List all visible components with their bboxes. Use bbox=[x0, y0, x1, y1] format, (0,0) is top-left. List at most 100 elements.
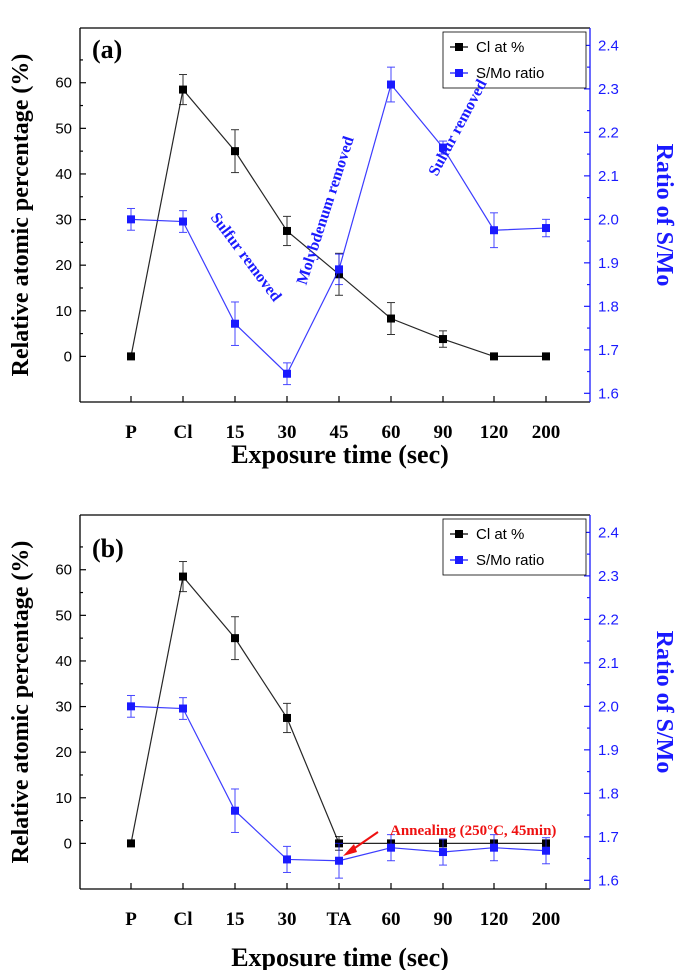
smo-point bbox=[490, 226, 498, 235]
y-tick-label: 30 bbox=[55, 212, 72, 229]
x-axis-title: Exposure time (sec) bbox=[231, 440, 449, 469]
x-tick-label: Cl bbox=[174, 909, 193, 930]
smo-point bbox=[231, 319, 239, 328]
y-tick-label: 20 bbox=[55, 257, 72, 274]
smo-point bbox=[127, 702, 135, 711]
cl-point bbox=[231, 147, 239, 156]
x-tick-label: 30 bbox=[278, 422, 297, 443]
x-tick-label: 60 bbox=[382, 909, 401, 930]
cl-point bbox=[387, 314, 395, 323]
cl-series-line bbox=[130, 575, 546, 844]
y-right-tick-label: 1.6 bbox=[598, 872, 619, 889]
legend-box bbox=[442, 518, 587, 576]
smo-point bbox=[542, 224, 550, 233]
y-right-tick-label: 2.3 bbox=[598, 568, 619, 585]
y-right-tick-label: 1.7 bbox=[598, 829, 619, 846]
y-axis-title: Relative atomic percentage (%) bbox=[8, 54, 34, 377]
y-tick-label: 20 bbox=[55, 744, 72, 761]
smo-point bbox=[179, 217, 187, 226]
y-right-tick-label: 2.0 bbox=[598, 211, 619, 228]
smo-point bbox=[439, 143, 447, 152]
y-right-tick-label: 1.6 bbox=[598, 385, 619, 402]
y-tick-label: 50 bbox=[55, 607, 72, 624]
cl-point bbox=[490, 352, 498, 361]
x-tick-label: 60 bbox=[382, 422, 401, 443]
y-right-tick-label: 2.4 bbox=[598, 37, 619, 54]
annotation-label: Sulfur removed bbox=[426, 77, 491, 179]
x-tick-label: Cl bbox=[174, 422, 193, 443]
y-axis-title: Relative atomic percentage (%) bbox=[8, 541, 34, 864]
smo-point bbox=[283, 855, 291, 864]
x-tick-label: 15 bbox=[226, 422, 245, 443]
y-right-tick-label: 1.9 bbox=[598, 742, 619, 759]
y-tick-label: 40 bbox=[55, 653, 72, 670]
y-tick-label: 60 bbox=[55, 75, 72, 92]
smo-point bbox=[231, 806, 239, 815]
cl-point bbox=[127, 839, 135, 848]
y-right-tick-label: 1.7 bbox=[598, 342, 619, 359]
y-right-tick-label: 2.2 bbox=[598, 124, 619, 141]
legend-marker bbox=[455, 556, 463, 564]
x-tick-label: 120 bbox=[480, 909, 509, 930]
x-tick-label: 200 bbox=[532, 422, 561, 443]
y-tick-label: 0 bbox=[64, 835, 72, 852]
smo-point bbox=[439, 848, 447, 857]
cl-point bbox=[231, 634, 239, 643]
smo-point bbox=[179, 704, 187, 713]
cl-point bbox=[179, 85, 187, 94]
y-tick-label: 0 bbox=[64, 348, 72, 365]
cl-point bbox=[283, 226, 291, 235]
legend: Cl at % S/Mo ratio bbox=[442, 31, 587, 89]
panel-a: 0 10 20 30 40 50 60 1.6 1.7 1.8 1.9 2.0 2.1 2.2 2.3 2.4… bbox=[8, 27, 675, 469]
legend-label: S/Mo ratio bbox=[476, 552, 544, 569]
smo-point bbox=[490, 843, 498, 852]
legend-label: Cl at % bbox=[476, 526, 524, 543]
x-tick-label: 45 bbox=[330, 422, 349, 443]
x-tick-label: 30 bbox=[278, 909, 297, 930]
x-tick-label: 200 bbox=[532, 909, 561, 930]
y-right-tick-label: 1.8 bbox=[598, 785, 619, 802]
annotation-arrow bbox=[343, 831, 379, 856]
cl-point bbox=[283, 713, 291, 722]
smo-point bbox=[335, 265, 343, 274]
legend-marker bbox=[455, 530, 463, 538]
smo-point bbox=[127, 215, 135, 224]
smo-point bbox=[335, 856, 343, 865]
y-tick-label: 50 bbox=[55, 120, 72, 137]
x-tick-label: P bbox=[125, 909, 137, 930]
y-right-axis-title: Ratio of S/Mo bbox=[651, 144, 675, 287]
panel-b: 0 10 20 30 40 50 60 1.6 1.7 1.8 1.9 2.0 2.1 2.2 2.3 2.4… bbox=[8, 514, 675, 970]
cl-point bbox=[179, 572, 187, 581]
x-tick-label: 120 bbox=[480, 422, 509, 443]
y-right-tick-label: 2.0 bbox=[598, 698, 619, 715]
smo-point bbox=[542, 846, 550, 855]
cl-series-line bbox=[130, 88, 546, 357]
y-tick-label: 30 bbox=[55, 699, 72, 716]
x-tick-label: 90 bbox=[434, 422, 453, 443]
x-axis-title: Exposure time (sec) bbox=[231, 943, 449, 970]
legend-marker bbox=[455, 43, 463, 51]
y-right-tick-label: 2.2 bbox=[598, 611, 619, 628]
panel-label: (a) bbox=[92, 35, 122, 64]
cl-point bbox=[542, 352, 550, 361]
y-right-tick-label: 1.8 bbox=[598, 298, 619, 315]
legend-marker bbox=[455, 69, 463, 77]
annotation-label: Annealing (250°C, 45min) bbox=[390, 823, 556, 839]
x-tick-label: 15 bbox=[226, 909, 245, 930]
y-tick-label: 60 bbox=[55, 562, 72, 579]
legend-label: S/Mo ratio bbox=[476, 65, 544, 82]
cl-point bbox=[439, 335, 447, 344]
y-right-tick-label: 2.4 bbox=[598, 524, 619, 541]
arrow-head bbox=[343, 844, 357, 856]
y-right-tick-label: 2.1 bbox=[598, 168, 619, 185]
y-tick-label: 10 bbox=[55, 790, 72, 807]
cl-point bbox=[127, 352, 135, 361]
panel-label: (b) bbox=[92, 534, 124, 563]
x-tick-label: P bbox=[125, 422, 137, 443]
legend-label: Cl at % bbox=[476, 39, 524, 56]
smo-point bbox=[387, 80, 395, 89]
smo-series-line bbox=[130, 83, 547, 375]
legend-box bbox=[442, 31, 587, 89]
x-tick-label: 90 bbox=[434, 909, 453, 930]
